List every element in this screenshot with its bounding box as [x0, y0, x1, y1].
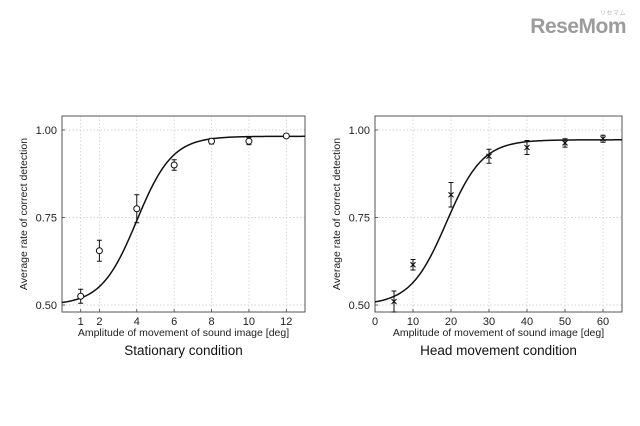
x-tick-label: 0: [372, 316, 378, 328]
data-point: [282, 132, 290, 140]
head-movement-condition-caption: Head movement condition: [420, 343, 577, 358]
data-point-stroke: [391, 298, 397, 305]
y-tick-label: 1.00: [349, 125, 370, 137]
data-point: [77, 292, 85, 300]
data-point-stroke: [562, 140, 568, 146]
y-axis-label: Average rate of correct detection: [18, 138, 30, 290]
x-tick-label: 4: [134, 316, 140, 328]
fitted-curve: [374, 139, 622, 303]
data-point: [95, 247, 103, 255]
data-point: [562, 140, 568, 146]
data-point-stroke: [410, 261, 416, 268]
stationary-condition-caption: Stationary condition: [124, 343, 243, 358]
x-tick-label: 10: [407, 316, 419, 328]
head-movement-condition-chart: 0 10 20 30 40 50 60 0.50 0.75 1.00 Amplitude of mo…: [331, 115, 623, 358]
x-tick-label: 60: [597, 316, 609, 328]
data-point-stroke: [524, 144, 530, 151]
data-point: [448, 191, 454, 198]
y-tick-label: 0.75: [349, 213, 370, 225]
data-point: [245, 137, 253, 145]
x-tick-label: 12: [280, 316, 292, 328]
logo-tagline: リセマム: [599, 11, 626, 17]
y-tick-label: 0.75: [36, 213, 57, 225]
data-point: [600, 135, 606, 142]
plot-frame: [374, 115, 623, 313]
fitted-curve: [61, 135, 305, 304]
x-tick-label: 20: [445, 316, 457, 328]
x-tick-label: 8: [208, 316, 214, 328]
plot-frame: [61, 115, 306, 313]
data-point: [170, 161, 178, 169]
data-point-stroke: [448, 191, 454, 198]
data-point: [133, 205, 141, 213]
data-point-stroke: [486, 153, 492, 160]
x-axis-label: Amplitude of movement of sound image [de…: [393, 327, 604, 339]
x-tick-label: 6: [171, 316, 177, 328]
y-tick-label: 0.50: [349, 300, 370, 312]
site-logo: リセマム ReseMom: [530, 8, 626, 39]
data-point: [524, 144, 530, 151]
x-tick-label: 2: [96, 316, 102, 328]
data-point: [391, 298, 397, 305]
x-tick-label: 10: [243, 316, 255, 328]
data-point: [410, 261, 416, 268]
x-tick-label: 50: [559, 316, 571, 328]
logo-text: ReseMom: [530, 15, 626, 38]
x-tick-label: 1: [78, 316, 84, 328]
x-tick-label: 30: [483, 316, 495, 328]
x-tick-label: 40: [521, 316, 533, 328]
data-point-stroke: [600, 135, 606, 142]
x-axis-label: Amplitude of movement of sound image [de…: [78, 327, 289, 339]
data-point: [208, 137, 216, 145]
y-tick-label: 1.00: [36, 125, 57, 137]
y-axis-label: Average rate of correct detection: [331, 138, 343, 290]
stationary-condition-chart: 1 2 4 6 8 10 12 0.50 0.75 1.00 Amplitude of moveme…: [18, 115, 306, 358]
y-tick-label: 0.50: [36, 300, 57, 312]
data-point: [486, 153, 492, 160]
